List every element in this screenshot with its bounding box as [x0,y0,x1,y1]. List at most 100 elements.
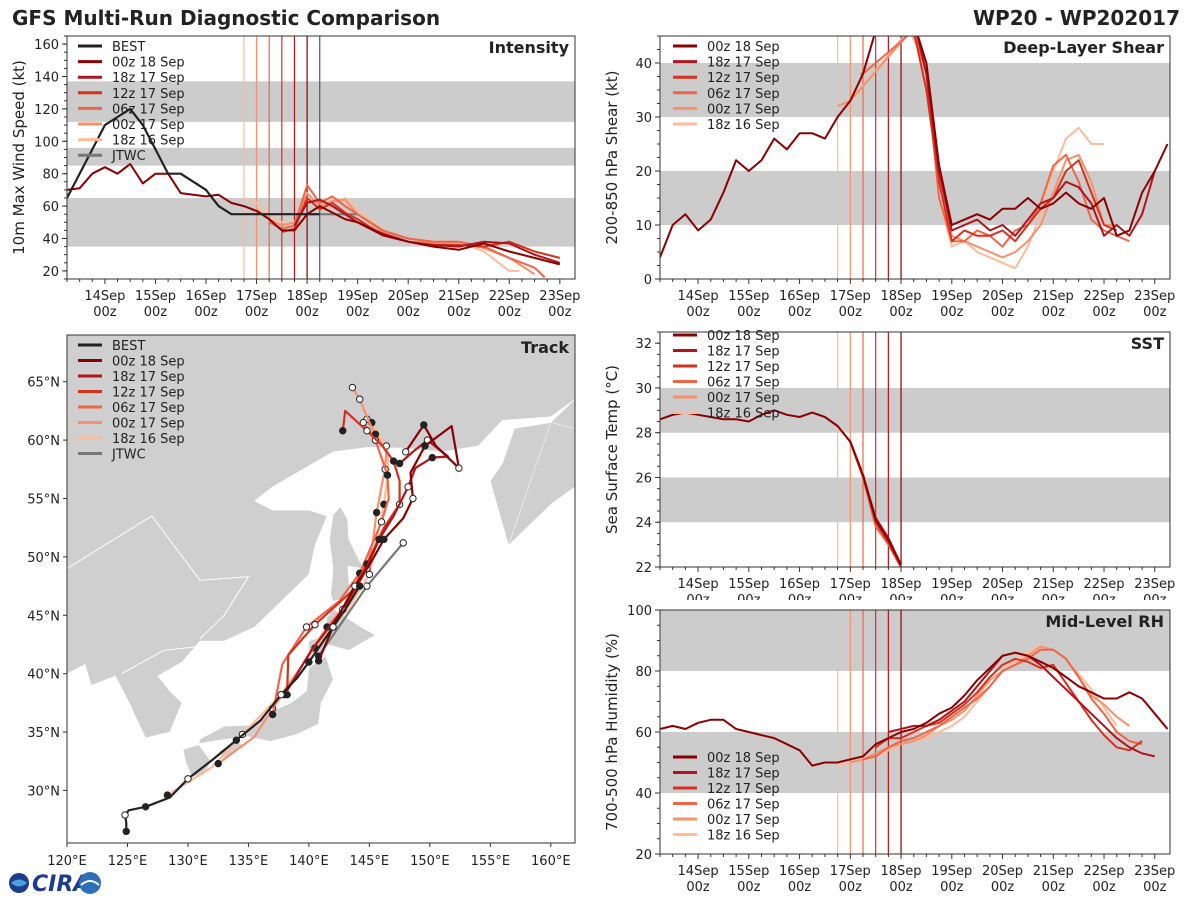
lat-tick-label: 60°N [27,434,60,449]
y-tick-label: 20 [42,265,59,280]
x-tick-label: 00z [788,593,812,600]
track-point [305,658,313,666]
x-tick-label: 20Sep [982,289,1023,304]
track-point [311,620,319,629]
x-tick-label: 00z [1092,305,1116,320]
x-tick-label: 00z [788,305,812,320]
legend-label: 06z 17 Sep [707,798,780,813]
track-point [121,811,129,819]
x-tick-label: 00z [889,880,913,895]
x-tick-label: 00z [839,305,863,320]
x-tick-label: 15Sep [728,577,769,592]
series-line-00z-18-sep [660,36,1169,258]
track-point [268,710,277,719]
series-line-00z-18-sep [660,651,1169,767]
x-tick-label: 00z [940,880,964,895]
x-tick-label: 19Sep [931,577,972,592]
plot-frame [659,331,1171,568]
x-tick-label: 00z [889,593,913,600]
track-point [356,582,364,590]
track-point [380,535,388,544]
track-point [420,421,428,429]
legend-label: JTWC [111,448,146,463]
x-tick-label: 22Sep [489,289,530,304]
map-frame [66,334,576,844]
x-tick-label: 00z [1092,593,1116,600]
legend-label: 00z 18 Sep [112,56,185,71]
lon-tick-label: 145°E [350,854,390,869]
rh-chart: 2040608010014Sep00z15Sep00z16Sep00z17Sep… [603,604,1175,895]
x-tick-label: 00z [93,305,117,320]
legend-label: 12z 17 Sep [112,386,185,401]
x-tick-label: 00z [1092,880,1116,895]
track-map: 120°E 125°E 130°E 135°E 140°E 145°E 150°E 155°E… [27,334,576,869]
x-tick-label: 23Sep [539,289,580,304]
y-tick-label: 60 [42,200,59,215]
legend-label: 06z 17 Sep [707,376,780,391]
track-point [214,759,222,768]
track-point [399,539,407,547]
legend-label: 18z 16 Sep [112,432,185,447]
y-tick-label: 120 [34,103,59,118]
noaa-icon [79,872,101,894]
y-tick-label: 60 [635,726,652,741]
shaded-band [660,387,1170,433]
x-tick-label: 00z [1042,305,1066,320]
track-point [356,395,364,403]
legend-label: 18z 17 Sep [707,345,780,360]
sst-chart: 22242628303214Sep00z15Sep00z16Sep00z17Se… [603,329,1175,600]
y-axis-label: 200-850 hPa Shear (kt) [603,71,621,245]
legend-label: 06z 17 Sep [112,102,185,117]
x-tick-label: 00z [1143,305,1167,320]
x-tick-label: 20Sep [982,864,1023,879]
x-tick-label: 00z [737,880,761,895]
legend-label: 06z 17 Sep [112,401,185,416]
track-point [232,736,241,744]
y-tick-label: 100 [34,135,59,150]
legend-label: 00z 18 Sep [707,751,780,766]
panel-title: Deep-Layer Shear [1003,38,1164,57]
land-shape [508,422,575,546]
track-point [184,775,192,783]
x-tick-label: 17Sep [830,289,871,304]
track-point [348,383,357,392]
legend-label: BEST [112,40,145,55]
x-tick-label: 23Sep [1134,864,1175,879]
legend-label: 18z 16 Sep [707,118,780,133]
y-tick-label: 10 [635,219,652,234]
page-title: GFS Multi-Run Diagnostic Comparison [12,6,441,30]
legend-label: 18z 16 Sep [707,829,780,844]
land-shape [329,506,364,602]
shear-chart: 01020304014Sep00z15Sep00z16Sep00z17Sep00… [603,35,1175,320]
x-tick-label: 00z [686,593,710,600]
y-tick-label: 20 [635,848,652,863]
lon-tick-label: 150°E [410,854,450,869]
track-point [455,464,463,472]
x-tick-label: 00z [686,880,710,895]
x-tick-label: 19Sep [931,289,972,304]
series-line-06z-17-sep [862,648,1143,761]
x-tick-label: 18Sep [881,577,922,592]
track-point [363,582,371,590]
legend-label: 12z 17 Sep [707,71,780,86]
series-line-06z-17-sep [268,184,546,279]
x-tick-label: 17Sep [830,864,871,879]
lon-tick-label: 160°E [531,854,571,869]
legend-label: 00z 17 Sep [707,102,780,117]
y-tick-label: 32 [635,337,652,352]
x-tick-label: 16Sep [779,289,820,304]
x-tick-label: 15Sep [728,289,769,304]
legend-label: 00z 17 Sep [707,391,780,406]
shaded-band [67,147,575,166]
x-tick-label: 15Sep [135,289,176,304]
land-shape [67,335,575,739]
y-axis-label: Sea Surface Temp (°C) [603,365,621,534]
x-tick-label: 14Sep [84,289,125,304]
track-point [401,448,410,456]
y-axis-label: 10m Max Wind Speed (kt) [10,60,28,255]
x-tick-label: 21Sep [1033,289,1074,304]
track-point [277,690,285,699]
x-tick-label: 00z [1042,880,1066,895]
y-tick-label: 22 [635,561,652,576]
legend-label: 18z 17 Sep [707,767,780,782]
